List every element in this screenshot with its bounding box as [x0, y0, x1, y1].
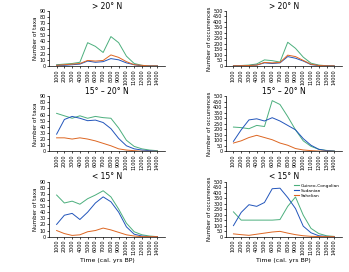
Y-axis label: Number of taxa: Number of taxa — [33, 17, 38, 60]
Title: > 20° N: > 20° N — [92, 2, 122, 11]
Y-axis label: Number of occurrences: Number of occurrences — [207, 6, 212, 71]
Y-axis label: Number of taxa: Number of taxa — [33, 187, 38, 231]
Y-axis label: Number of occurrences: Number of occurrences — [207, 92, 212, 156]
Title: < 15° N: < 15° N — [269, 172, 299, 181]
Title: 15° – 20° N: 15° – 20° N — [262, 87, 306, 96]
Legend: Guineo-Congolian, Sudanian, Sahelian: Guineo-Congolian, Sudanian, Sahelian — [294, 184, 340, 198]
Y-axis label: Number of occurrences: Number of occurrences — [207, 177, 212, 241]
Title: > 20° N: > 20° N — [269, 2, 299, 11]
X-axis label: Time (cal. yrs BP): Time (cal. yrs BP) — [80, 258, 134, 263]
Title: < 15° N: < 15° N — [92, 172, 122, 181]
Y-axis label: Number of taxa: Number of taxa — [33, 102, 38, 146]
Title: 15° – 20° N: 15° – 20° N — [85, 87, 129, 96]
X-axis label: Time (cal. yrs BP): Time (cal. yrs BP) — [257, 258, 311, 263]
